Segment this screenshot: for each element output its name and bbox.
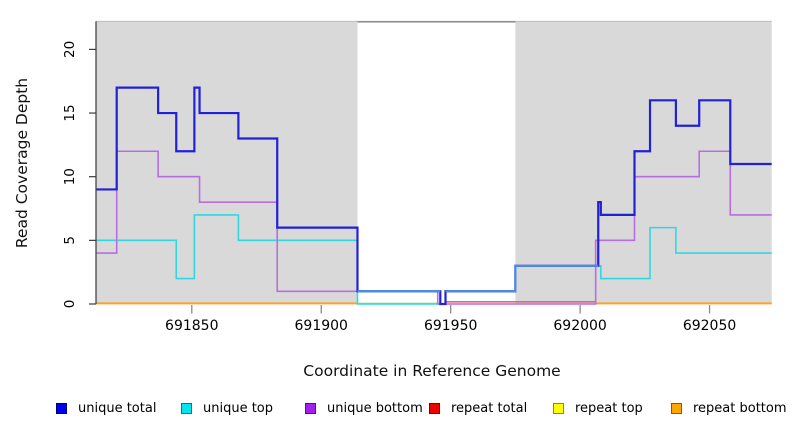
shaded-region-0 [96, 21, 358, 305]
legend-item-unique-total: unique total [56, 399, 156, 417]
unique-bottom-line [96, 150, 772, 305]
unique-total-over-top [445, 264, 599, 293]
y-axis-title: Read Coverage Depth [13, 77, 31, 249]
legend-label: unique bottom [327, 400, 423, 416]
legend-item-repeat-total: repeat total [429, 399, 527, 417]
x-tick-label: 691950 [424, 318, 477, 334]
repeat-total-swatch [429, 402, 440, 414]
unique-total-line [96, 86, 772, 306]
unique-bottom-swatch [305, 402, 316, 414]
x-axis-title: Coordinate in Reference Genome [303, 362, 561, 380]
y-tick-label: 10 [62, 168, 78, 185]
y-tick-label: 5 [62, 236, 78, 245]
repeat-bottom-swatch [671, 402, 682, 414]
shaded-region-1 [515, 21, 772, 305]
legend-item-unique-top: unique top [181, 399, 273, 417]
y-tick-label: 20 [62, 41, 78, 58]
legend-label: repeat bottom [693, 400, 787, 416]
x-tick-label: 692050 [683, 318, 736, 334]
y-tick-label: 0 [62, 300, 78, 309]
legend-item-repeat-bottom: repeat bottom [671, 399, 787, 417]
unique-total-swatch [56, 402, 67, 414]
legend-item-unique-bottom: unique bottom [305, 399, 423, 417]
legend-label: unique top [203, 400, 274, 416]
legend: unique total unique top unique bottom repea… [0, 399, 792, 423]
y-tick-label: 15 [62, 104, 78, 121]
legend-label: unique total [78, 400, 157, 416]
unique-top-swatch [181, 402, 192, 414]
legend-item-repeat-top: repeat top [553, 399, 643, 417]
legend-label: repeat top [575, 400, 643, 416]
legend-label: repeat total [451, 400, 528, 416]
x-tick-label: 691900 [295, 318, 348, 334]
x-tick-label: 692000 [553, 318, 606, 334]
repeat-top-swatch [553, 402, 564, 414]
x-tick-label: 691850 [165, 318, 218, 334]
